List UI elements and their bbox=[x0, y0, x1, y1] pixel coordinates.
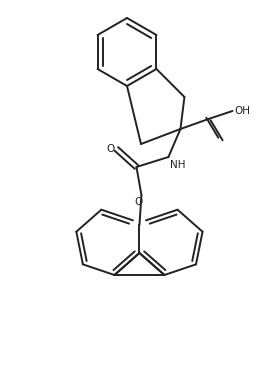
Text: O: O bbox=[134, 197, 142, 207]
Text: O: O bbox=[106, 144, 114, 154]
Text: NH: NH bbox=[171, 160, 186, 170]
Text: OH: OH bbox=[235, 106, 250, 116]
